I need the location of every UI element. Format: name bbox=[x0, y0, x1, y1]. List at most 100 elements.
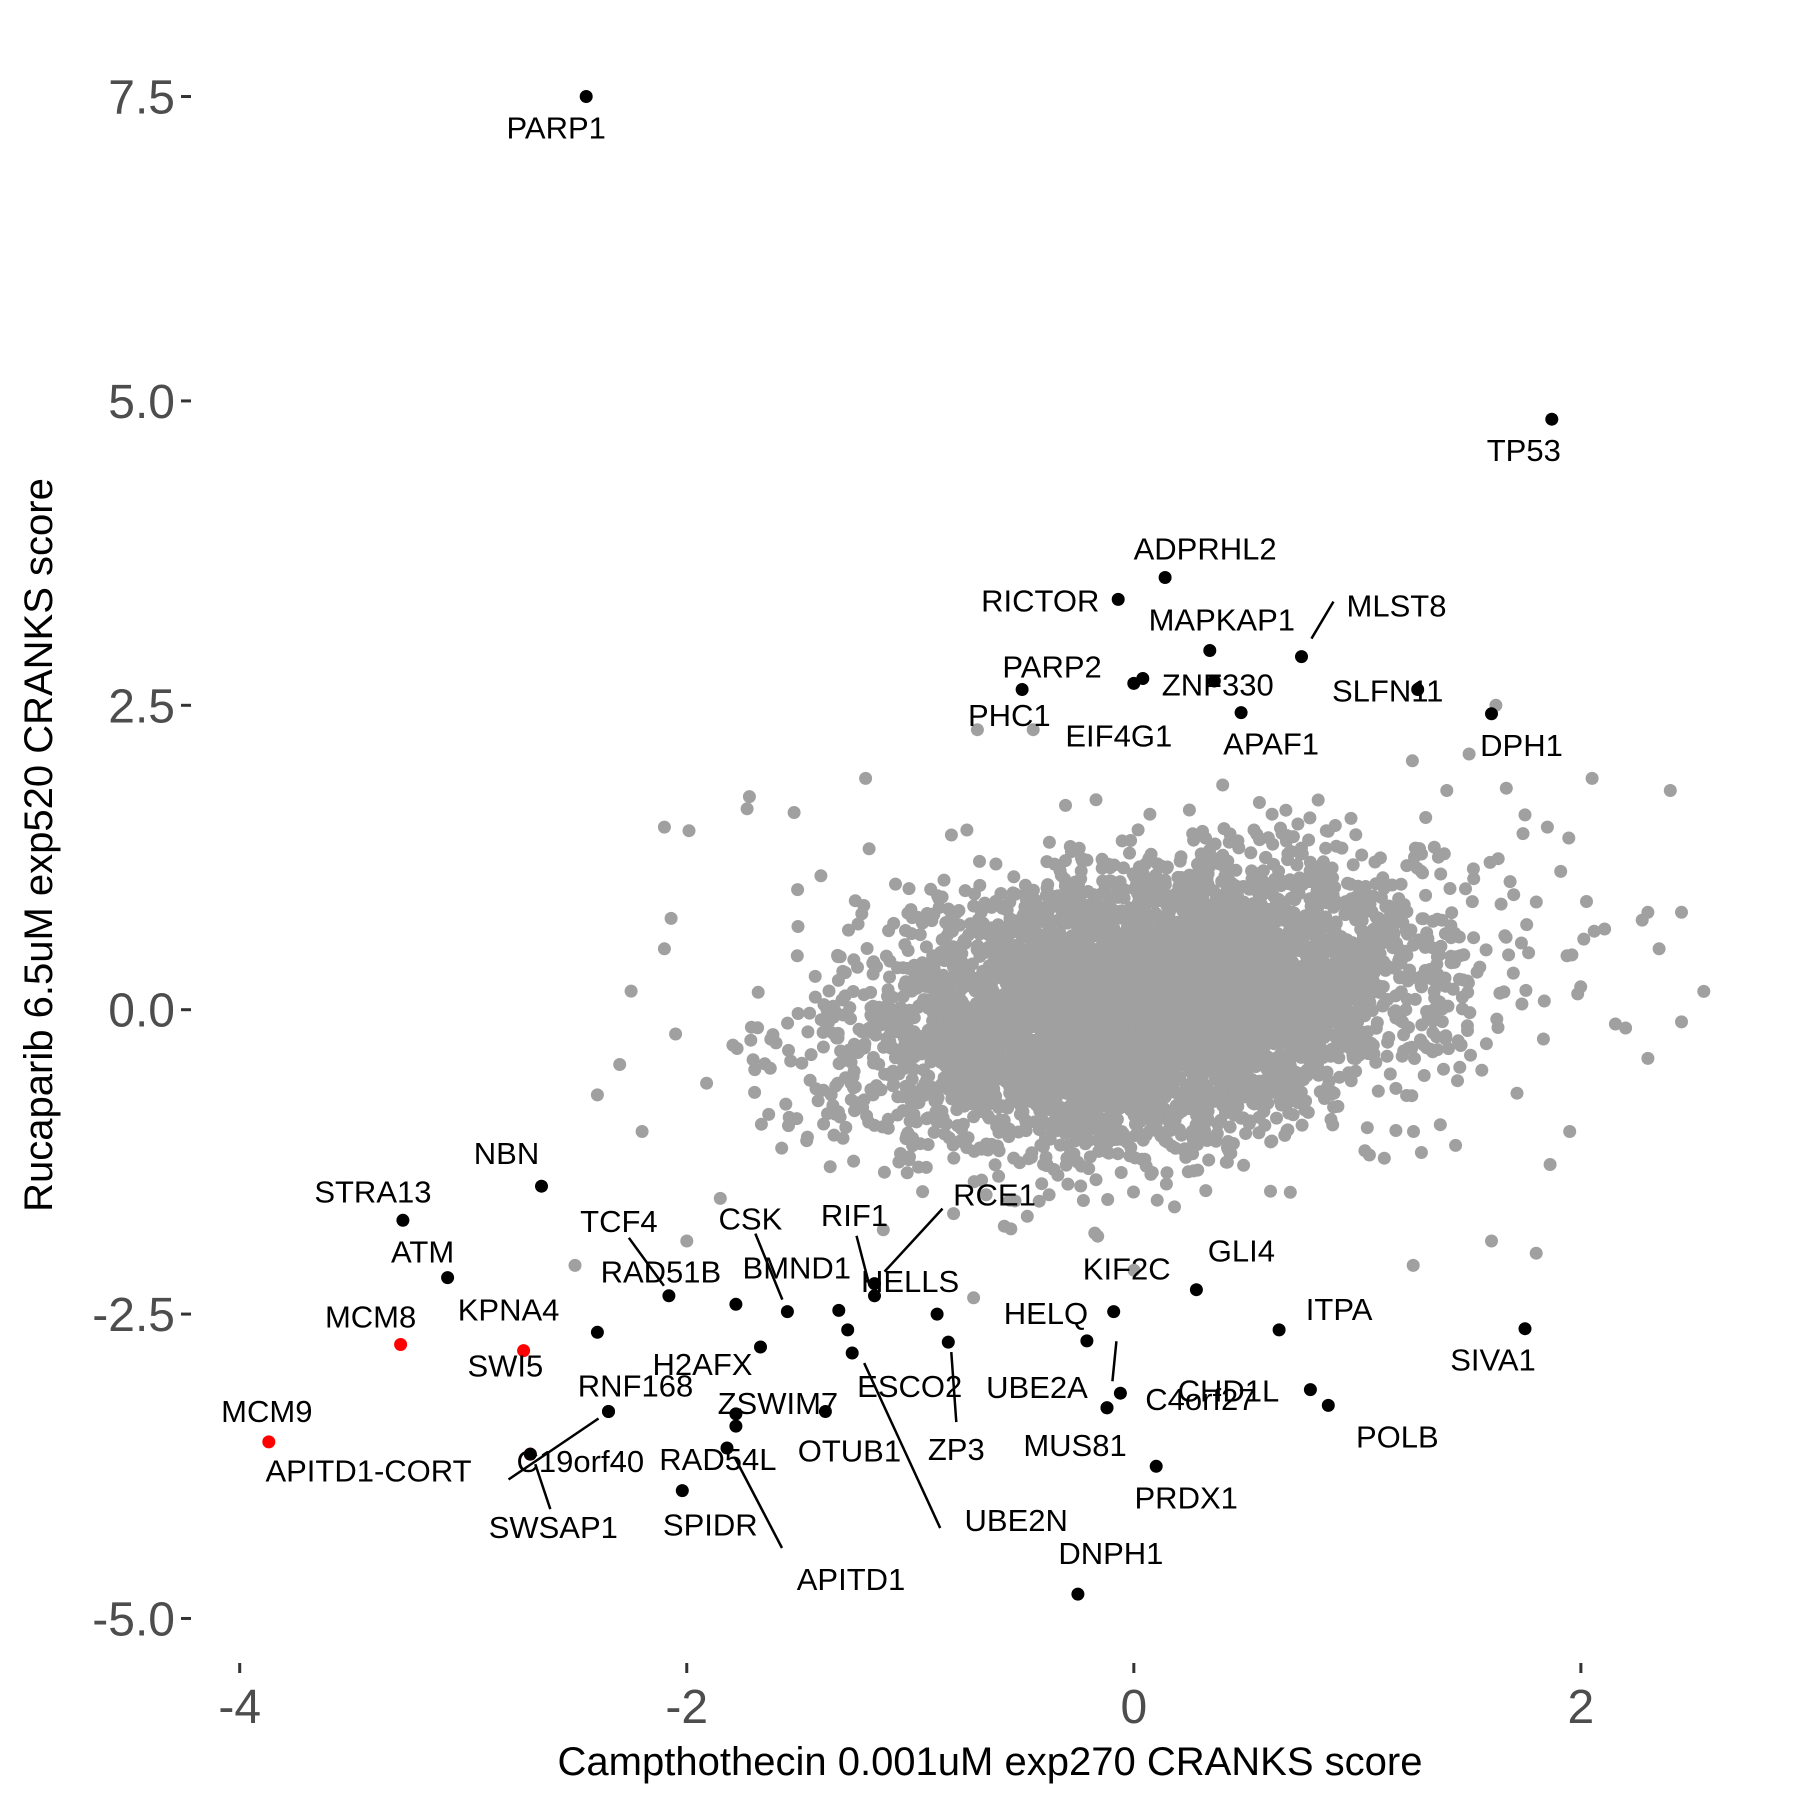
background-point bbox=[1303, 811, 1317, 825]
background-point bbox=[804, 1048, 818, 1062]
background-point bbox=[1344, 811, 1358, 825]
background-point bbox=[883, 970, 896, 984]
background-point bbox=[846, 1070, 860, 1084]
background-point bbox=[1369, 1021, 1383, 1035]
background-point bbox=[1426, 1026, 1440, 1039]
background-point bbox=[1117, 891, 1131, 905]
background-point bbox=[700, 1076, 714, 1090]
background-point bbox=[994, 887, 1008, 900]
background-point bbox=[1042, 1188, 1056, 1202]
background-point bbox=[1346, 858, 1360, 872]
background-point bbox=[1400, 905, 1414, 919]
background-point bbox=[1356, 1025, 1369, 1039]
background-point bbox=[1380, 1049, 1394, 1063]
background-point bbox=[779, 1097, 793, 1111]
background-point bbox=[968, 1097, 982, 1111]
background-point bbox=[1279, 803, 1293, 817]
background-point bbox=[977, 996, 991, 1010]
background-point bbox=[831, 1076, 845, 1090]
background-point bbox=[1047, 1064, 1061, 1078]
background-point bbox=[1598, 922, 1612, 936]
background-point bbox=[1319, 824, 1333, 838]
background-point bbox=[803, 1073, 817, 1087]
background-point bbox=[1417, 1069, 1431, 1082]
background-point bbox=[1382, 1031, 1396, 1044]
background-point bbox=[1383, 1067, 1397, 1081]
background-point bbox=[973, 878, 987, 892]
background-point bbox=[1314, 948, 1328, 962]
background-point bbox=[1089, 1173, 1103, 1187]
background-point bbox=[1427, 984, 1441, 998]
background-point bbox=[1244, 846, 1258, 860]
background-point bbox=[1413, 842, 1426, 856]
background-point bbox=[816, 1040, 830, 1054]
background-point bbox=[1053, 1138, 1067, 1152]
background-point bbox=[822, 984, 836, 998]
background-point bbox=[1072, 1100, 1086, 1114]
background-point bbox=[916, 1063, 930, 1077]
background-point bbox=[1035, 1177, 1049, 1191]
background-point bbox=[1415, 912, 1429, 926]
background-point bbox=[870, 960, 883, 974]
background-point bbox=[1407, 1125, 1420, 1138]
background-point bbox=[1131, 823, 1145, 837]
background-point bbox=[1076, 1194, 1090, 1207]
background-point bbox=[842, 923, 855, 937]
background-point bbox=[1007, 870, 1021, 884]
background-point bbox=[1437, 1062, 1450, 1076]
background-point bbox=[1414, 1033, 1427, 1047]
background-point bbox=[1199, 1184, 1213, 1198]
background-point bbox=[905, 911, 919, 925]
background-point bbox=[1400, 859, 1414, 873]
background-point bbox=[1333, 1070, 1346, 1084]
background-point bbox=[1239, 1127, 1253, 1140]
background-point bbox=[1325, 861, 1339, 875]
background-point bbox=[1491, 1021, 1505, 1034]
background-point bbox=[808, 969, 822, 983]
background-point bbox=[1439, 979, 1453, 993]
background-point bbox=[935, 1104, 949, 1118]
background-point bbox=[1448, 926, 1462, 940]
background-point bbox=[862, 842, 876, 856]
background-point bbox=[1400, 992, 1414, 1006]
background-point bbox=[1467, 931, 1481, 945]
background-point bbox=[1101, 1193, 1115, 1206]
background-point bbox=[1560, 949, 1574, 963]
background-point bbox=[1111, 1147, 1125, 1161]
background-point bbox=[860, 942, 874, 955]
background-point bbox=[1405, 754, 1419, 768]
background-point bbox=[1061, 1177, 1075, 1191]
background-point bbox=[1427, 840, 1441, 854]
background-point bbox=[1399, 1003, 1413, 1017]
background-point bbox=[1475, 1063, 1489, 1077]
background-point bbox=[990, 991, 1003, 1005]
background-point bbox=[1195, 1082, 1209, 1096]
background-point bbox=[1389, 1011, 1403, 1025]
background-point bbox=[1522, 946, 1536, 960]
background-point bbox=[1415, 1018, 1429, 1032]
background-point bbox=[1127, 1185, 1140, 1199]
background-point bbox=[1529, 895, 1543, 909]
background-point bbox=[1008, 1194, 1022, 1208]
background-point bbox=[730, 1042, 744, 1055]
background-point bbox=[883, 1027, 897, 1041]
background-point bbox=[1091, 1229, 1105, 1243]
background-point bbox=[1012, 1125, 1025, 1139]
background-point bbox=[1355, 848, 1369, 862]
background-point bbox=[1291, 1096, 1305, 1109]
background-point bbox=[988, 1158, 1002, 1172]
background-point bbox=[1202, 1153, 1216, 1167]
background-point bbox=[839, 1120, 853, 1134]
background-point bbox=[1311, 793, 1325, 807]
background-point bbox=[1150, 1193, 1164, 1207]
background-point bbox=[1124, 1141, 1138, 1155]
background-point bbox=[945, 1092, 959, 1106]
background-point bbox=[1498, 929, 1512, 943]
background-point bbox=[870, 1079, 883, 1093]
background-point bbox=[1503, 875, 1517, 889]
background-point bbox=[1274, 942, 1288, 956]
background-point bbox=[1441, 999, 1455, 1013]
background-point bbox=[1089, 793, 1103, 807]
background-point bbox=[791, 920, 805, 933]
background-point bbox=[1049, 1025, 1063, 1039]
